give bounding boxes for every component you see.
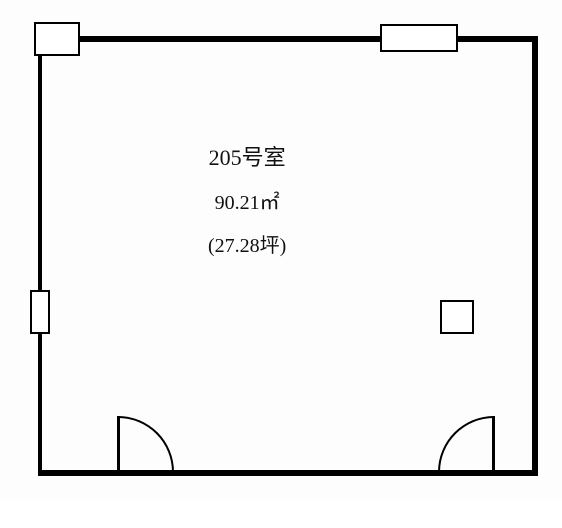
wall-left [38,36,42,476]
top-left-window [34,22,80,56]
top-right-window [380,24,458,52]
room-area-tsubo: (27.28坪) [208,229,286,258]
room-area-m2: 90.21㎡ [208,186,286,215]
room-labels: 205号室 90.21㎡ (27.28坪) [208,140,286,258]
room-name: 205号室 [208,140,286,172]
left-mid-window [30,290,50,334]
pillar-right [440,300,474,334]
wall-right [532,36,538,476]
wall-top [38,36,538,42]
floorplan-canvas: 205号室 90.21㎡ (27.28坪) [0,0,562,500]
